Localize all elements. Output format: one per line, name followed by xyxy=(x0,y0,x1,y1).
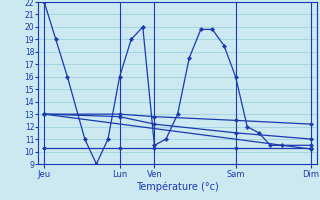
X-axis label: Température (°c): Température (°c) xyxy=(136,181,219,192)
